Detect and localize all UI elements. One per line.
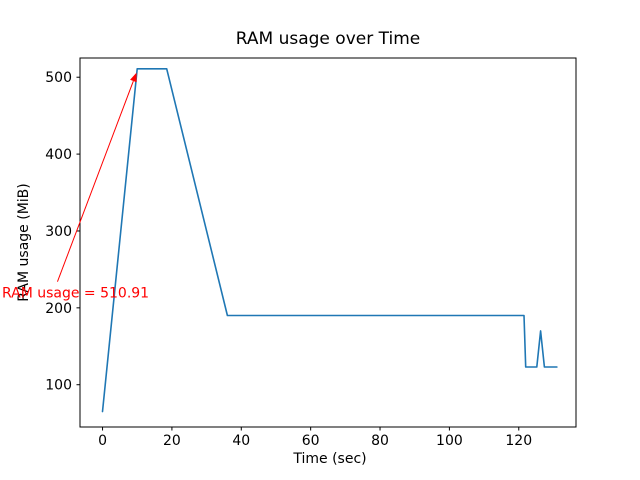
x-tick-label: 80 [371, 433, 389, 449]
x-tick-label: 100 [436, 433, 463, 449]
annotation-arrowhead [130, 72, 137, 83]
axes-frame [79, 57, 577, 428]
annotation-text: RAM usage = 510.91 [2, 285, 149, 301]
x-tick-label: 40 [232, 433, 250, 449]
x-tick-label: 0 [98, 433, 107, 449]
y-axis-label: RAM usage (MiB) [16, 183, 32, 301]
y-tick-label: 200 [45, 301, 72, 317]
x-tick-label: 20 [163, 433, 181, 449]
y-tick-label: 500 [45, 70, 72, 86]
x-axis-label: Time (sec) [292, 451, 366, 467]
x-tick-label: 120 [505, 433, 532, 449]
y-tick-label: 300 [45, 224, 72, 240]
y-tick-label: 100 [45, 378, 72, 394]
y-tick-label: 400 [45, 147, 72, 163]
x-tick-label: 60 [302, 433, 320, 449]
chart-plot-area: 0 20 40 60 80 100 120 100 200 300 400 500 [45, 57, 577, 449]
annotation-arrow [56, 80, 134, 282]
ram-usage-line [101, 68, 558, 413]
chart-title: RAM usage over Time [236, 29, 420, 49]
